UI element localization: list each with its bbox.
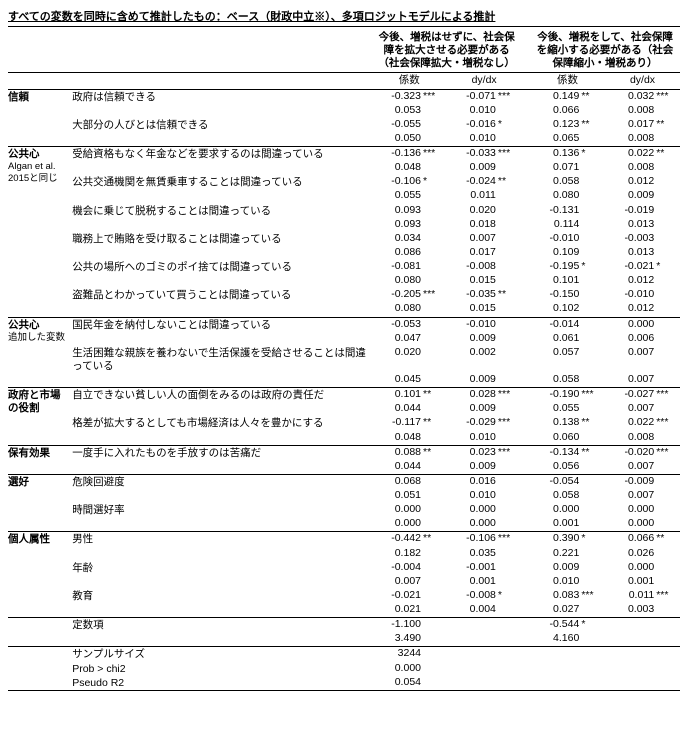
table-row-se: 0.0530.0100.0660.008 <box>8 104 680 118</box>
table-row: 機会に乗じて脱税することは間違っている0.0930.020-0.131-0.01… <box>8 204 680 218</box>
table-row-se: 0.0210.0040.0270.003 <box>8 603 680 618</box>
table-row-se: 0.0000.0000.0010.000 <box>8 517 680 532</box>
row-label: 公共の場所へのゴミのポイ捨ては間違っている <box>72 260 372 274</box>
category-label: 公共心Algan et al. 2015と同じ <box>8 147 72 318</box>
table-row: 公共の場所へのゴミのポイ捨ては間違っている-0.081-0.008-0.195*… <box>8 260 680 274</box>
table-row-se: 3.4904.160 <box>8 632 680 647</box>
table-row: 選好危険回避度0.0680.016-0.054-0.009 <box>8 474 680 489</box>
table-row-se: 0.0800.0150.1020.012 <box>8 302 680 317</box>
regression-table: 今後、増税はせずに、社会保障を拡大させる必要がある（社会保障拡大・増税なし） 今… <box>8 27 680 691</box>
category-label: 保有効果 <box>8 445 72 474</box>
row-label: 盗難品とわかっていて買うことは間違っている <box>72 288 372 302</box>
table-row: 信頼政府は信頼できる-0.323***-0.071***0.149**0.032… <box>8 89 680 104</box>
category-label: 政府と市場の役割 <box>8 388 72 446</box>
table-row: 時間選好率0.0000.0000.0000.000 <box>8 503 680 517</box>
table-row: 定数項-1.100-0.544* <box>8 618 680 633</box>
row-label: 大部分の人びとは信頼できる <box>72 118 372 132</box>
table-row: 職務上で賄賂を受け取ることは間違っている0.0340.007-0.010-0.0… <box>8 232 680 246</box>
row-label: 受給資格もなく年金などを要求するのは間違っている <box>72 147 372 162</box>
table-row: 生活困難な親族を養わないで生活保護を受給させることは間違っている0.0200.0… <box>8 346 680 373</box>
footer-row: Prob > chi20.000 <box>8 662 680 676</box>
row-label: 定数項 <box>72 618 372 633</box>
table-row-se: 0.0500.0100.0650.008 <box>8 132 680 147</box>
row-label: 危険回避度 <box>72 474 372 489</box>
table-row: 公共交通機関を無賃乗車することは間違っている-0.106*-0.024**0.0… <box>8 175 680 189</box>
header-dydx-b: dy/dx <box>605 73 680 89</box>
table-row: 公共心追加した変数国民年金を納付しないことは間違っている-0.053-0.010… <box>8 317 680 332</box>
header-coef-b: 係数 <box>530 73 605 89</box>
table-row: 公共心Algan et al. 2015と同じ受給資格もなく年金などを要求するの… <box>8 147 680 162</box>
table-row-se: 0.0070.0010.0100.001 <box>8 575 680 589</box>
header-col-b: 今後、増税をして、社会保障を縮小する必要がある（社会保障縮小・増税あり） <box>530 27 680 73</box>
footer-row: サンプルサイズ3244 <box>8 647 680 662</box>
table-row-se: 0.0480.0100.0600.008 <box>8 431 680 446</box>
table-row-se: 0.0930.0180.1140.013 <box>8 218 680 232</box>
row-label: 年齢 <box>72 561 372 575</box>
category-label: 個人属性 <box>8 532 72 618</box>
category-label: 公共心追加した変数 <box>8 317 72 388</box>
table-row: 盗難品とわかっていて買うことは間違っている-0.205***-0.035**-0… <box>8 288 680 302</box>
table-row-se: 0.0440.0090.0550.007 <box>8 402 680 416</box>
table-row: 個人属性男性-0.442**-0.106***0.390*0.066** <box>8 532 680 547</box>
header-coef-a: 係数 <box>372 73 447 89</box>
table-row-se: 0.1820.0350.2210.026 <box>8 547 680 561</box>
row-label: 機会に乗じて脱税することは間違っている <box>72 204 372 218</box>
table-row-se: 0.0510.0100.0580.007 <box>8 489 680 503</box>
table-row: 大部分の人びとは信頼できる-0.055-0.016*0.123**0.017** <box>8 118 680 132</box>
row-label: 政府は信頼できる <box>72 89 372 104</box>
row-label: 教育 <box>72 589 372 603</box>
category-label: 選好 <box>8 474 72 532</box>
table-row-se: 0.0440.0090.0560.007 <box>8 460 680 475</box>
table-row: 保有効果一度手に入れたものを手放すのは苦痛だ0.088**0.023***-0.… <box>8 445 680 460</box>
table-row: 政府と市場の役割自立できない貧しい人の面倒をみるのは政府の責任だ0.101**0… <box>8 388 680 403</box>
header-col-a: 今後、増税はせずに、社会保障を拡大させる必要がある（社会保障拡大・増税なし） <box>372 27 522 73</box>
row-label: 自立できない貧しい人の面倒をみるのは政府の責任だ <box>72 388 372 403</box>
footer-row: Pseudo R20.054 <box>8 676 680 690</box>
row-label: 時間選好率 <box>72 503 372 517</box>
table-title: すべての変数を同時に含めて推計したもの：ベース（財政中立※）、多項ロジットモデル… <box>8 8 680 27</box>
table-row-se: 0.0860.0170.1090.013 <box>8 246 680 260</box>
table-row-se: 0.0550.0110.0800.009 <box>8 189 680 203</box>
category-label <box>8 618 72 647</box>
row-label: 国民年金を納付しないことは間違っている <box>72 317 372 332</box>
row-label: 生活困難な親族を養わないで生活保護を受給させることは間違っている <box>72 346 372 373</box>
category-label: 信頼 <box>8 89 72 147</box>
row-label: 職務上で賄賂を受け取ることは間違っている <box>72 232 372 246</box>
table-row-se: 0.0450.0090.0580.007 <box>8 373 680 388</box>
table-row-se: 0.0800.0150.1010.012 <box>8 274 680 288</box>
header-dydx-a: dy/dx <box>447 73 522 89</box>
table-row-se: 0.0470.0090.0610.006 <box>8 332 680 346</box>
row-label: 男性 <box>72 532 372 547</box>
table-row: 教育-0.021-0.008*0.083***0.011*** <box>8 589 680 603</box>
row-label: 格差が拡大するとしても市場経済は人々を豊かにする <box>72 416 372 430</box>
row-label: 一度手に入れたものを手放すのは苦痛だ <box>72 445 372 460</box>
row-label: 公共交通機関を無賃乗車することは間違っている <box>72 175 372 189</box>
table-row-se: 0.0480.0090.0710.008 <box>8 161 680 175</box>
table-row: 格差が拡大するとしても市場経済は人々を豊かにする-0.117**-0.029**… <box>8 416 680 430</box>
table-row: 年齢-0.004-0.0010.0090.000 <box>8 561 680 575</box>
